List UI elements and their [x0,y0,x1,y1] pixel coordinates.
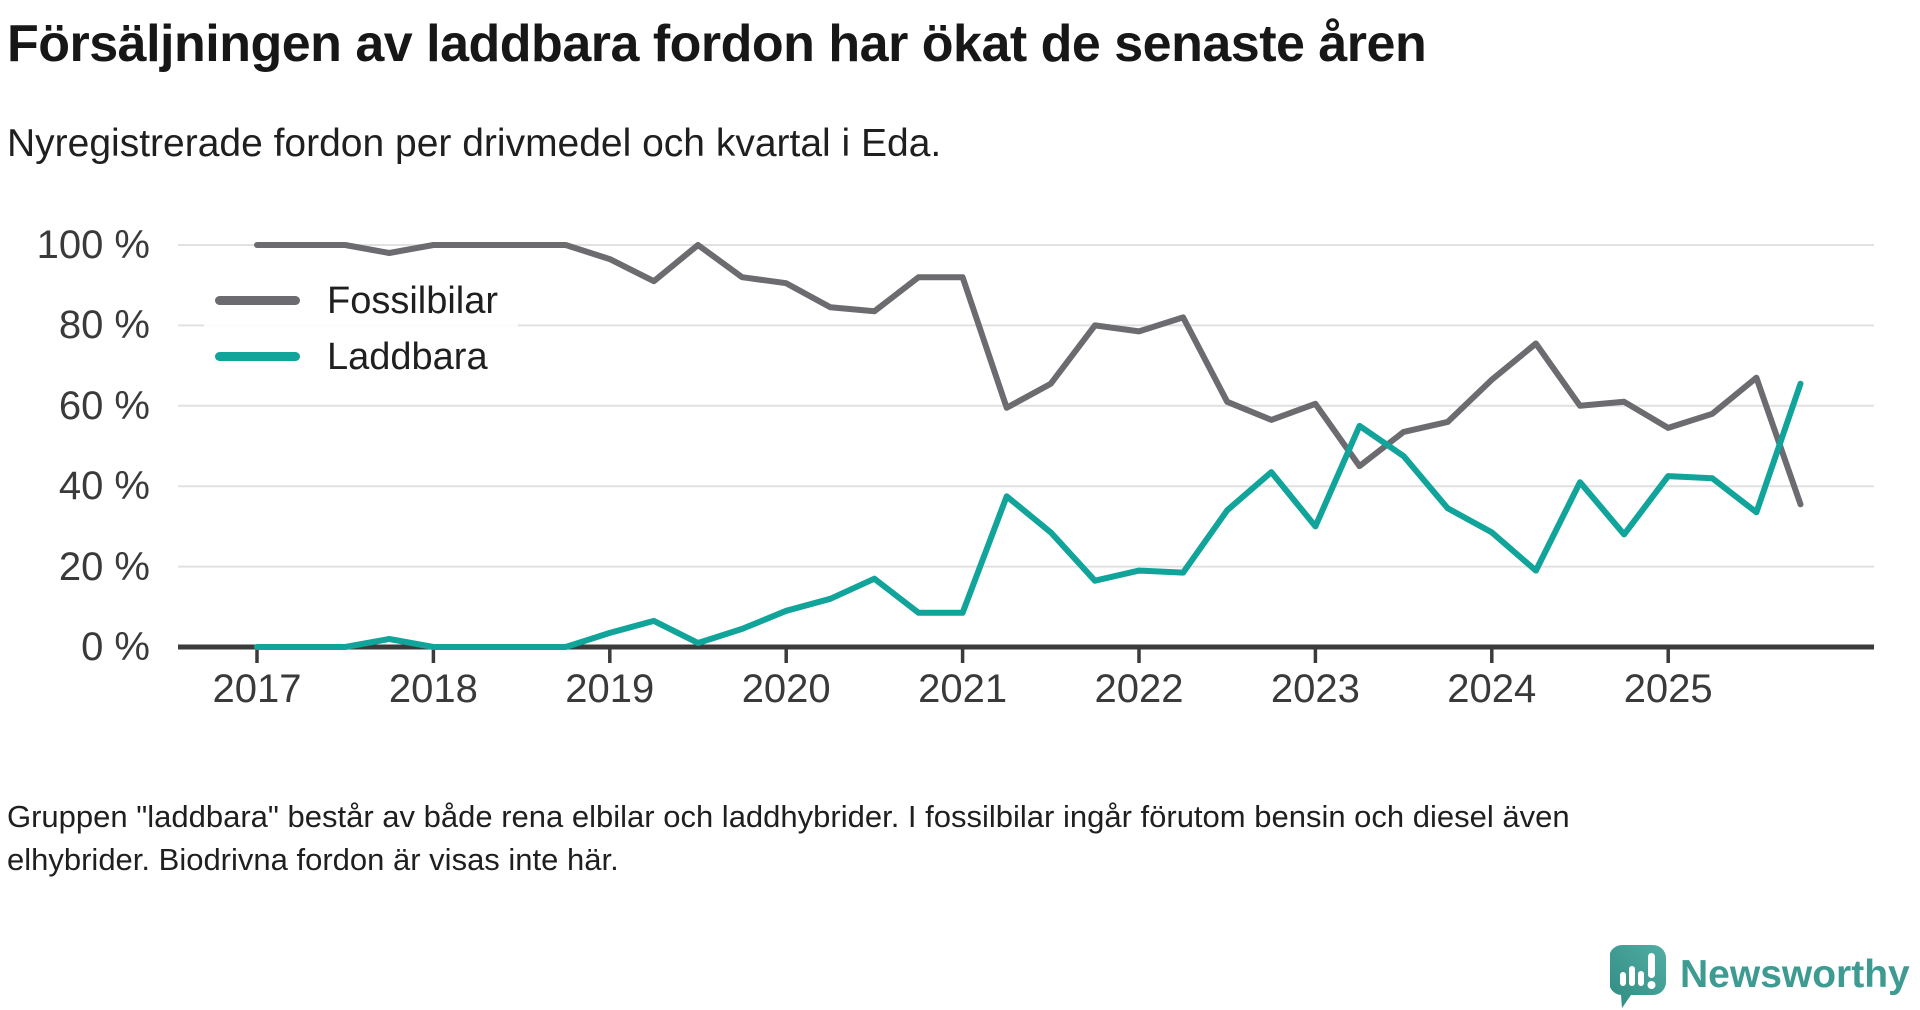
page-title: Försäljningen av laddbara fordon har öka… [7,15,1427,73]
fossilbilar-line [254,242,1804,508]
x-tick-label: 2018 [388,667,478,711]
laddbara-line [254,380,1804,650]
x-tick-label: 2020 [741,667,831,711]
newsworthy-logo-text: Newsworthy [1680,953,1910,996]
x-tick-label: 2024 [1447,667,1537,711]
x-tick-label: 2025 [1623,667,1713,711]
laddbara-swatch-icon [215,352,300,361]
y-tick-label: 60 % [58,383,150,428]
legend-label-fossilbilar: Fossilbilar [327,280,499,322]
y-tick-label: 40 % [58,464,150,509]
x-tick-label: 2022 [1094,667,1184,711]
x-tick-label: 2023 [1270,667,1360,711]
y-tick-label: 0 % [81,625,150,669]
chart-legend: Fossilbilar Laddbara [204,276,518,386]
legend-label-laddbara: Laddbara [327,336,488,378]
newsworthy-logo: Newsworthy [1610,945,1910,1009]
x-tick-label: 2019 [565,667,655,711]
footnote-line-2: elhybrider. Biodrivna fordon är visas in… [7,842,619,877]
y-tick-label: 100 % [36,223,150,267]
newsworthy-bubble-icon [1610,945,1666,1008]
x-tick-label: 2017 [212,667,302,711]
y-tick-label: 20 % [58,544,150,589]
page-subtitle: Nyregistrerade fordon per drivmedel och … [7,122,942,165]
y-tick-label: 80 % [58,303,150,348]
footnote-line-1: Gruppen "laddbara" består av både rena e… [7,799,1570,834]
x-tick-label: 2021 [918,667,1008,711]
chart-footnote: Gruppen "laddbara" består av både rena e… [7,795,1570,881]
fossilbilar-swatch-icon [215,296,300,305]
